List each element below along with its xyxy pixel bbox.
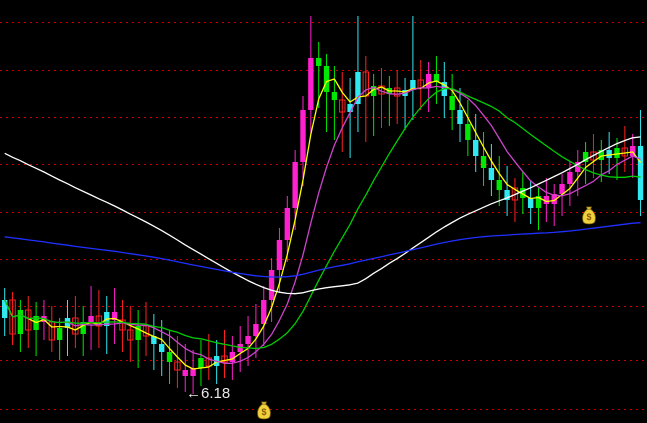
ma-line-ma60: [4, 136, 641, 295]
candle-body: [559, 184, 565, 194]
candle-body: [606, 150, 612, 158]
candle-body: [355, 72, 361, 104]
candle-body: [410, 80, 416, 90]
candle-body: [316, 58, 322, 66]
candle-body: [300, 110, 306, 162]
candle-body: [308, 58, 314, 110]
candle-body: [9, 299, 16, 335]
candle-body: [621, 147, 629, 157]
candle-body: [182, 370, 188, 376]
candle-body: [64, 318, 71, 328]
gridline-3: [0, 164, 647, 165]
candle-body: [80, 322, 86, 334]
candle-body: [166, 352, 173, 362]
money-bag-icon: $: [255, 401, 273, 421]
svg-text:$: $: [261, 407, 266, 417]
gridline-0: [0, 22, 647, 23]
gridline-4: [0, 212, 647, 213]
candle-body: [496, 180, 502, 190]
gridline-6: [0, 306, 647, 307]
ma-line-ma20: [4, 87, 641, 350]
candle-body: [370, 86, 377, 96]
candle-body: [127, 329, 134, 341]
candle-body: [111, 312, 118, 320]
candle-body: [520, 188, 526, 198]
candle-body: [17, 310, 24, 334]
candle-body: [567, 172, 573, 184]
ma-line-ma5: [4, 78, 642, 370]
candle-body: [582, 152, 589, 162]
candle-body: [190, 368, 196, 376]
candle-body: [119, 319, 126, 331]
price-callout-label: ←6.18: [186, 385, 231, 402]
candle-body: [527, 198, 534, 208]
candle-body: [543, 196, 550, 204]
candle-body: [229, 352, 236, 362]
candle-group: [2, 16, 644, 394]
candle-body: [331, 92, 338, 100]
candle-body: [590, 151, 597, 161]
candle-body: [480, 156, 487, 168]
candle-body: [433, 74, 440, 82]
candle-body: [449, 96, 455, 110]
candle-body: [473, 140, 479, 156]
gridline-8: [0, 409, 647, 410]
candle-body: [268, 270, 275, 300]
candle-body: [465, 124, 471, 140]
candle-body: [56, 328, 63, 340]
ma-line-ma120: [4, 222, 641, 278]
candle-body: [205, 357, 213, 367]
candle-body: [504, 190, 510, 200]
candle-body: [135, 326, 141, 340]
candle-body: [95, 315, 103, 327]
candle-body: [88, 316, 94, 322]
ma-line-ma10: [4, 85, 641, 364]
candle-body: [598, 150, 604, 160]
gridline-1: [0, 70, 647, 71]
candle-body: [425, 74, 432, 88]
candle-body: [457, 110, 463, 124]
gridline-2: [0, 117, 647, 118]
candle-body: [221, 355, 228, 363]
candle-body: [245, 336, 251, 344]
candle-body: [2, 300, 8, 318]
gridline-5: [0, 259, 647, 260]
candle-body: [614, 148, 620, 158]
candle-body: [159, 344, 165, 352]
candle-body: [174, 361, 181, 371]
candle-body: [253, 324, 259, 336]
candle-body: [339, 99, 346, 113]
candle-body: [347, 104, 353, 112]
candle-body: [292, 162, 298, 208]
candle-body: [151, 336, 157, 344]
candle-body: [535, 196, 542, 208]
gridline-7: [0, 360, 647, 361]
candle-body: [284, 208, 290, 240]
candle-body: [551, 194, 557, 204]
candle-body: [261, 300, 267, 324]
candle-body: [637, 146, 644, 200]
svg-text:$: $: [586, 212, 591, 222]
candle-body: [198, 358, 204, 368]
candle-body: [630, 146, 636, 156]
money-bag-icon: $: [580, 206, 598, 226]
candle-body: [276, 240, 283, 270]
candle-body: [488, 168, 495, 180]
candle-body: [72, 317, 79, 335]
candle-body: [323, 66, 330, 92]
moving-average-group: [4, 78, 642, 370]
candle-body: [575, 162, 581, 172]
